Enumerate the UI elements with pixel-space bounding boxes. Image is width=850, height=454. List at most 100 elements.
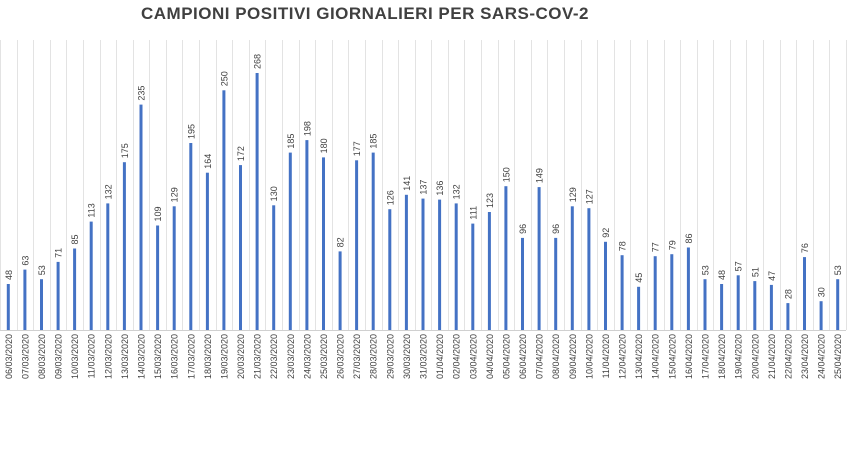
bar — [570, 206, 574, 330]
data-label: 82 — [336, 237, 346, 247]
bar — [122, 162, 126, 330]
x-tick-label: 23/04/2020 — [800, 334, 810, 379]
x-tick-label: 23/03/2020 — [286, 334, 296, 379]
x-tick-label: 11/04/2020 — [601, 334, 611, 378]
data-label: 137 — [419, 180, 429, 195]
data-labels: 48 63 53 71 85 113 132 175 235 109 129 195 164 250 172… — [4, 54, 843, 299]
data-label: 109 — [153, 206, 163, 221]
data-label: 126 — [385, 190, 395, 205]
data-label: 132 — [103, 184, 113, 199]
x-tick-label: 22/03/2020 — [269, 334, 279, 379]
bar — [836, 279, 840, 330]
x-tick-label: 25/03/2020 — [319, 334, 329, 379]
bar — [471, 223, 475, 330]
x-tick-labels: 06/03/2020 07/03/2020 08/03/2020 09/03/2020… — [4, 334, 843, 379]
x-tick-label: 12/03/2020 — [103, 334, 113, 379]
x-tick-label: 10/03/2020 — [70, 334, 80, 379]
chart-title: CAMPIONI POSITIVI GIORNALIERI PER SARS-C… — [141, 4, 589, 23]
x-tick-label: 24/04/2020 — [817, 334, 827, 379]
x-tick-label: 19/04/2020 — [734, 334, 744, 379]
data-label: 63 — [20, 256, 30, 266]
x-tick-label: 07/03/2020 — [20, 334, 30, 379]
data-label: 57 — [734, 261, 744, 271]
data-label: 86 — [684, 233, 694, 243]
data-label: 250 — [219, 71, 229, 86]
x-tick-label: 17/03/2020 — [186, 334, 196, 379]
bar — [438, 199, 442, 330]
bar — [189, 143, 193, 330]
bar — [288, 152, 292, 330]
data-label: 185 — [369, 134, 379, 149]
data-label: 149 — [535, 168, 545, 183]
data-label: 53 — [701, 265, 711, 275]
x-tick-label: 27/03/2020 — [352, 334, 362, 379]
data-label: 111 — [468, 206, 478, 220]
x-tick-label: 19/03/2020 — [219, 334, 229, 379]
bar — [6, 284, 10, 330]
bar — [322, 157, 325, 330]
data-label: 48 — [717, 270, 727, 280]
bar — [670, 254, 674, 330]
bar — [487, 212, 491, 330]
x-tick-label: 30/03/2020 — [402, 334, 412, 379]
bar — [89, 221, 93, 330]
bar — [255, 73, 259, 330]
data-label: 185 — [286, 134, 296, 149]
bar — [554, 237, 558, 330]
bar — [338, 251, 342, 330]
data-label: 113 — [87, 203, 97, 217]
data-label: 85 — [70, 234, 80, 244]
data-label: 129 — [568, 187, 578, 202]
x-tick-label: 28/03/2020 — [369, 334, 379, 379]
x-tick-label: 10/04/2020 — [584, 334, 594, 379]
data-label: 127 — [584, 189, 594, 204]
bar — [637, 286, 641, 330]
x-tick-label: 04/04/2020 — [485, 334, 495, 379]
data-label: 79 — [667, 240, 677, 250]
bar — [521, 237, 524, 330]
bar — [819, 301, 823, 330]
x-tick-label: 21/03/2020 — [253, 334, 263, 379]
data-label: 76 — [800, 243, 810, 253]
data-label: 53 — [833, 265, 843, 275]
x-tick-label: 21/04/2020 — [767, 334, 777, 379]
bar — [620, 255, 624, 330]
data-label: 136 — [435, 181, 445, 196]
bar — [222, 90, 226, 330]
x-tick-label: 09/04/2020 — [568, 334, 578, 379]
bar — [305, 140, 309, 330]
x-tick-label: 14/03/2020 — [137, 334, 147, 379]
x-tick-label: 31/03/2020 — [419, 334, 429, 379]
x-tick-label: 14/04/2020 — [651, 334, 661, 379]
bar — [537, 187, 541, 330]
x-tick-label: 03/04/2020 — [468, 334, 478, 379]
x-tick-label: 02/04/2020 — [452, 334, 462, 379]
bar — [421, 198, 425, 330]
data-label: 172 — [236, 146, 246, 161]
x-tick-label: 25/04/2020 — [833, 334, 843, 379]
bar — [388, 209, 392, 330]
x-tick-label: 13/04/2020 — [634, 334, 644, 379]
x-tick-label: 20/03/2020 — [236, 334, 246, 379]
data-label: 51 — [750, 267, 760, 277]
bar — [803, 257, 806, 330]
data-label: 92 — [601, 228, 611, 238]
data-label: 78 — [618, 241, 628, 251]
bar — [686, 247, 690, 330]
data-label: 175 — [120, 143, 130, 158]
x-tick-label: 01/04/2020 — [435, 334, 445, 379]
bar — [587, 208, 591, 330]
data-label: 53 — [37, 265, 47, 275]
x-tick-label: 05/04/2020 — [501, 334, 511, 379]
data-label: 268 — [253, 54, 263, 69]
bar — [73, 248, 77, 330]
data-label: 77 — [651, 242, 661, 252]
bar — [720, 284, 724, 330]
data-label: 48 — [4, 270, 14, 280]
data-label: 132 — [452, 184, 462, 199]
x-tick-label: 26/03/2020 — [336, 334, 346, 379]
x-tick-label: 15/04/2020 — [667, 334, 677, 379]
x-tick-label: 17/04/2020 — [701, 334, 711, 379]
